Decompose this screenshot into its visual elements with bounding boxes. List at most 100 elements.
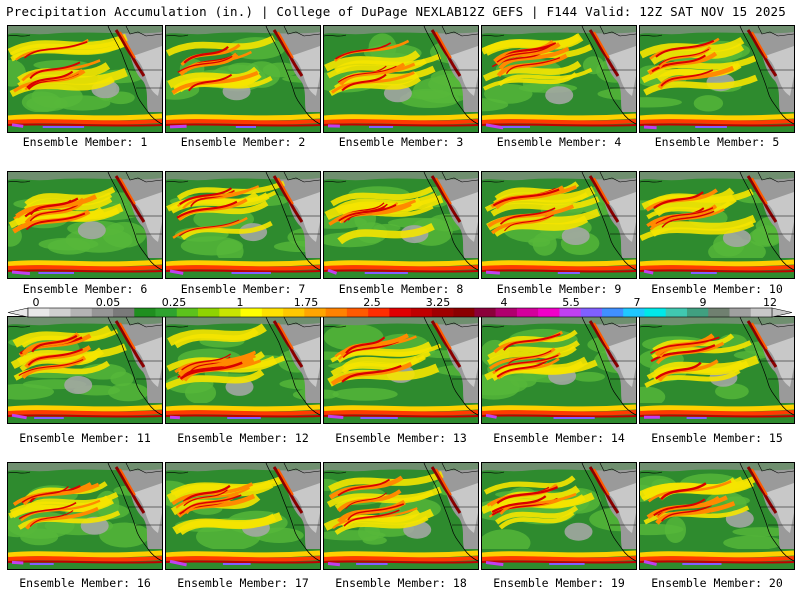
precip-map <box>8 317 162 423</box>
member-label: Ensemble Member: 4 <box>496 135 622 149</box>
member-map-panel <box>165 316 321 424</box>
precip-map <box>324 317 478 423</box>
member-map-panel <box>481 171 637 279</box>
colorbar-swatch <box>134 308 156 317</box>
member-label: Ensemble Member: 9 <box>496 282 622 296</box>
colorbar-swatch <box>91 308 114 317</box>
member-map-panel <box>7 171 163 279</box>
colorbar-tick-label: 0.05 <box>96 297 121 309</box>
colorbar-swatch <box>283 308 305 317</box>
colorbar-swatch <box>198 308 220 317</box>
colorbar-swatch <box>389 308 411 317</box>
member-map-panel <box>639 462 795 570</box>
colorbar-tick-label: 12 <box>763 297 777 309</box>
precip-map <box>482 317 636 423</box>
member-label: Ensemble Member: 8 <box>338 282 464 296</box>
colorbar-swatch <box>410 308 433 317</box>
member-label: Ensemble Member: 19 <box>493 576 625 590</box>
member-map-panel <box>481 316 637 424</box>
member-map-panel <box>7 316 163 424</box>
precip-map <box>8 172 162 278</box>
precip-map <box>324 26 478 132</box>
colorbar-tick-label: 1.75 <box>294 297 319 309</box>
colorbar-swatch <box>49 308 71 317</box>
colorbar-swatch <box>474 308 496 317</box>
colorbar-swatch <box>580 308 603 317</box>
precip-map <box>324 463 478 569</box>
precip-map <box>640 26 794 132</box>
precip-map <box>324 172 478 278</box>
member-map-panel <box>165 25 321 133</box>
colorbar-swatch <box>368 308 390 317</box>
precip-map <box>166 317 320 423</box>
colorbar-tick-label: 1 <box>237 297 244 309</box>
member-label: Ensemble Member: 17 <box>177 576 309 590</box>
member-map-panel <box>165 171 321 279</box>
colorbar-tick-label: 4 <box>501 297 508 309</box>
member-label: Ensemble Member: 16 <box>19 576 151 590</box>
colorbar-swatch <box>219 308 241 317</box>
colorbar-swatch <box>559 308 581 317</box>
member-label: Ensemble Member: 1 <box>22 135 148 149</box>
colorbar-swatch <box>113 308 135 317</box>
member-map-panel <box>481 462 637 570</box>
colorbar-tick-label: 2.5 <box>363 297 381 309</box>
member-label: Ensemble Member: 10 <box>651 282 783 296</box>
colorbar-swatch <box>516 308 539 317</box>
precip-map <box>640 317 794 423</box>
colorbar-swatch <box>538 308 560 317</box>
colorbar-swatch <box>176 308 199 317</box>
colorbar-swatch <box>70 308 93 317</box>
precip-map <box>166 172 320 278</box>
colorbar-swatch <box>346 308 369 317</box>
member-label: Ensemble Member: 5 <box>654 135 780 149</box>
precip-map <box>640 172 794 278</box>
member-map-panel <box>7 25 163 133</box>
colorbar-swatch <box>708 308 730 317</box>
precip-map <box>482 172 636 278</box>
member-map-panel <box>481 25 637 133</box>
precip-map <box>482 26 636 132</box>
member-map-panel <box>323 462 479 570</box>
member-label: Ensemble Member: 18 <box>335 576 467 590</box>
member-label: Ensemble Member: 15 <box>651 431 783 445</box>
colorbar-min-arrow <box>7 307 29 318</box>
member-label: Ensemble Member: 12 <box>177 431 309 445</box>
colorbar-swatch <box>750 308 773 317</box>
member-map-panel <box>323 171 479 279</box>
precip-map <box>166 26 320 132</box>
member-label: Ensemble Member: 13 <box>335 431 467 445</box>
member-map-panel <box>7 462 163 570</box>
member-map-panel <box>323 316 479 424</box>
colorbar-swatch <box>495 308 518 317</box>
colorbar-max-arrow <box>771 307 793 318</box>
member-label: Ensemble Member: 11 <box>19 431 151 445</box>
colorbar-swatch <box>453 308 475 317</box>
colorbar-swatch <box>644 308 667 317</box>
member-map-panel <box>165 462 321 570</box>
colorbar-tick-label: 7 <box>634 297 641 309</box>
colorbar-tick-label: 0 <box>33 297 40 309</box>
member-label: Ensemble Member: 3 <box>338 135 464 149</box>
colorbar-tick-label: 0.25 <box>162 297 187 309</box>
colorbar-swatch <box>729 308 752 317</box>
precip-map <box>482 463 636 569</box>
colorbar-swatch <box>240 308 263 317</box>
member-label: Ensemble Member: 6 <box>22 282 148 296</box>
colorbar-tick-label: 9 <box>700 297 707 309</box>
precip-map <box>8 26 162 132</box>
member-map-panel <box>323 25 479 133</box>
colorbar-swatch <box>665 308 688 317</box>
colorbar-swatch <box>304 308 326 317</box>
colorbar-swatch <box>261 308 284 317</box>
colorbar-swatch <box>686 308 709 317</box>
colorbar-tick-label: 3.25 <box>426 297 451 309</box>
page-title: Precipitation Accumulation (in.) | Colle… <box>6 4 462 19</box>
colorbar-swatch <box>623 308 645 317</box>
run-info: 12Z GEFS | F144 Valid: 12Z SAT NOV 15 20… <box>461 4 786 19</box>
member-map-panel <box>639 171 795 279</box>
member-map-panel <box>639 25 795 133</box>
colorbar-tick-label: 5.5 <box>562 297 580 309</box>
colorbar-swatch <box>325 308 348 317</box>
colorbar-swatch <box>601 308 624 317</box>
